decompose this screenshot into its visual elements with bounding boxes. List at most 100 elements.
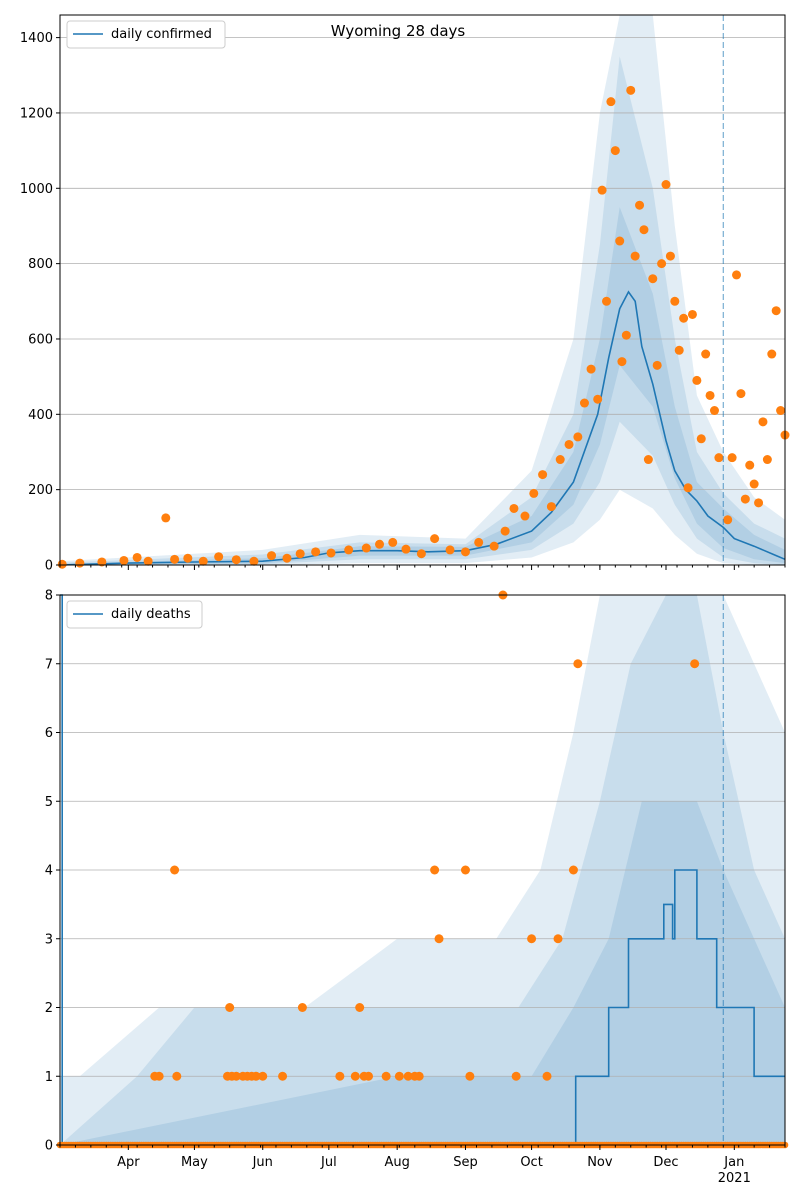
data-point xyxy=(610,146,620,156)
data-point xyxy=(635,200,645,210)
data-point xyxy=(709,406,719,416)
data-point xyxy=(434,934,444,944)
data-point xyxy=(670,296,680,306)
data-point xyxy=(311,547,321,557)
data-point xyxy=(430,865,440,875)
data-point xyxy=(295,549,305,559)
data-point xyxy=(231,555,241,565)
y-tick-label: 2 xyxy=(45,1001,53,1016)
data-point xyxy=(573,432,583,442)
data-point xyxy=(602,296,612,306)
data-point xyxy=(172,1071,182,1081)
data-point xyxy=(57,559,67,569)
deaths-legend: daily deaths xyxy=(66,600,203,629)
data-point xyxy=(267,551,277,561)
data-point xyxy=(414,1071,424,1081)
data-point xyxy=(626,85,636,95)
confirmed-points xyxy=(57,85,790,569)
y-tick-label: 5 xyxy=(45,795,53,810)
y-tick-label: 1200 xyxy=(20,106,53,121)
data-point xyxy=(679,313,689,323)
y-tick-label: 1000 xyxy=(20,182,53,197)
data-point xyxy=(251,1071,261,1081)
data-point xyxy=(388,537,398,547)
data-point xyxy=(132,552,142,562)
x-year-label: 2021 xyxy=(718,1171,751,1186)
data-point xyxy=(143,556,153,566)
data-point xyxy=(643,455,653,465)
data-point xyxy=(745,460,755,470)
y-tick-label: 1 xyxy=(45,1070,53,1085)
deaths-trend-line xyxy=(60,594,785,1146)
confirmed-x-ticks xyxy=(59,565,786,570)
data-point xyxy=(249,556,259,566)
data-point xyxy=(465,1071,475,1081)
data-point xyxy=(568,865,578,875)
data-point xyxy=(579,398,589,408)
data-point xyxy=(593,394,603,404)
data-point xyxy=(621,330,631,340)
data-point xyxy=(350,1071,360,1081)
data-point xyxy=(754,498,764,508)
data-point xyxy=(520,511,530,521)
data-point xyxy=(198,556,208,566)
data-point xyxy=(732,270,742,280)
x-tick-label: Jun xyxy=(252,1155,273,1170)
band-inner xyxy=(60,207,785,565)
data-point xyxy=(509,503,519,513)
x-tick-label: Sep xyxy=(453,1155,478,1170)
confirmed-legend: daily confirmed xyxy=(66,20,226,49)
data-point xyxy=(546,502,556,512)
data-point xyxy=(154,1071,164,1081)
y-tick-label: 8 xyxy=(45,589,53,604)
y-tick-label: 6 xyxy=(45,726,53,741)
data-point xyxy=(740,494,750,504)
data-point xyxy=(771,306,781,316)
confirmed-plot-frame xyxy=(59,14,786,566)
data-point xyxy=(529,488,539,498)
data-point xyxy=(555,455,565,465)
data-point xyxy=(278,1071,288,1081)
band-outer xyxy=(60,15,785,565)
data-point xyxy=(326,548,336,558)
data-point xyxy=(749,479,759,489)
y-tick-label: 0 xyxy=(45,559,53,574)
data-point xyxy=(723,515,733,525)
data-point xyxy=(776,406,786,416)
data-point xyxy=(170,865,180,875)
data-point xyxy=(231,1071,241,1081)
confirmed-panel: 0 200 400 600 800 1000 1200 1400 Wyoming 28 day… xyxy=(20,14,790,574)
data-point xyxy=(767,349,777,359)
legend-box xyxy=(66,600,203,629)
data-point xyxy=(696,434,706,444)
data-point xyxy=(170,554,180,564)
data-point xyxy=(701,349,711,359)
data-point xyxy=(762,455,772,465)
x-tick-label: Aug xyxy=(384,1155,409,1170)
data-point xyxy=(573,659,583,669)
data-point xyxy=(564,439,574,449)
data-point xyxy=(119,555,129,565)
legend-label: daily confirmed xyxy=(111,27,212,42)
data-point xyxy=(460,865,470,875)
confirmed-y-axis: 0 200 400 600 800 1000 1200 1400 xyxy=(20,31,60,574)
data-point xyxy=(553,934,563,944)
y-tick-label: 4 xyxy=(45,864,53,879)
y-tick-label: 3 xyxy=(45,932,53,947)
data-point xyxy=(355,1003,365,1012)
y-tick-label: 800 xyxy=(28,257,53,272)
data-point xyxy=(674,345,684,355)
deaths-y-axis: 0 1 2 3 4 5 6 7 8 xyxy=(45,589,60,1154)
legend-label: daily deaths xyxy=(111,607,191,622)
y-tick-label: 1400 xyxy=(20,31,53,46)
data-point xyxy=(692,375,702,385)
data-point xyxy=(416,549,426,559)
data-point xyxy=(75,558,85,568)
data-point xyxy=(705,390,715,400)
band-inner xyxy=(60,801,785,1145)
x-tick-label: Nov xyxy=(587,1155,613,1170)
data-point xyxy=(639,225,649,235)
x-tick-label: Oct xyxy=(520,1155,542,1170)
